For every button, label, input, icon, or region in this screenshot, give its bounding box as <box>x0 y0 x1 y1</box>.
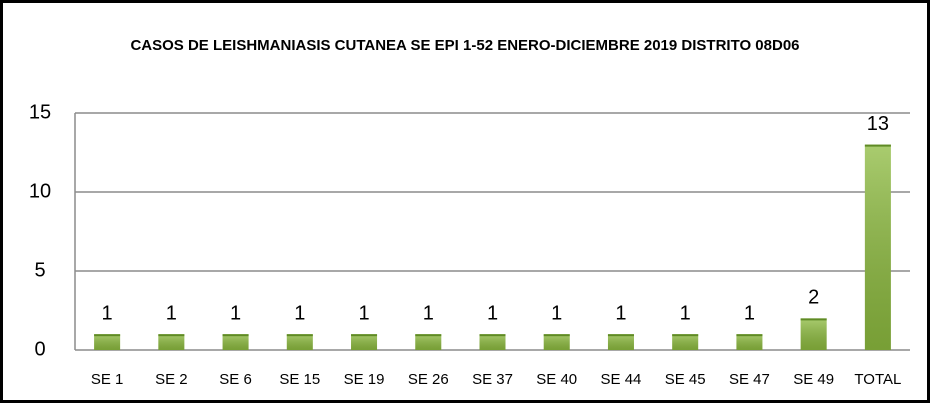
bar-shade <box>286 334 313 350</box>
bar-shade <box>672 334 699 350</box>
x-tick-label: SE 19 <box>344 371 385 388</box>
bar-top <box>543 334 570 337</box>
x-tick-label: SE 6 <box>219 371 252 388</box>
data-label: 1 <box>744 302 755 324</box>
x-tick-label: SE 1 <box>91 371 124 388</box>
bar-shade <box>800 318 827 350</box>
bar-shade <box>479 334 506 350</box>
bar-top <box>415 334 442 337</box>
bar-shade <box>351 334 378 350</box>
x-tick-label: SE 2 <box>155 371 188 388</box>
bar-shade <box>607 334 634 350</box>
chart-title: CASOS DE LEISHMANIASIS CUTANEA SE EPI 1-… <box>130 37 800 54</box>
x-tick-label: SE 47 <box>729 371 770 388</box>
y-tick-label: 10 <box>29 180 51 202</box>
data-label: 1 <box>487 302 498 324</box>
data-label: 1 <box>166 302 177 324</box>
x-tick-label: TOTAL <box>854 371 901 388</box>
bar-top <box>286 334 313 337</box>
bar-top <box>607 334 634 337</box>
y-tick-label: 0 <box>34 338 45 360</box>
bar-shade <box>736 334 763 350</box>
data-label: 1 <box>680 302 691 324</box>
bar-top <box>222 334 249 337</box>
bar-shade <box>222 334 249 350</box>
data-label: 1 <box>551 302 562 324</box>
data-label: 1 <box>615 302 626 324</box>
bar-top <box>351 334 378 337</box>
data-label: 1 <box>358 302 369 324</box>
bar-shade <box>94 334 121 350</box>
bar-shade <box>158 334 185 350</box>
bar-top <box>672 334 699 337</box>
x-tick-label: SE 44 <box>601 371 642 388</box>
data-label: 1 <box>230 302 241 324</box>
bar-shade <box>864 144 891 350</box>
x-tick-label: SE 15 <box>279 371 320 388</box>
y-tick-label: 5 <box>34 259 45 281</box>
bar-top <box>800 318 827 321</box>
data-label: 1 <box>102 302 113 324</box>
x-tick-label: SE 49 <box>793 371 834 388</box>
data-label: 1 <box>294 302 305 324</box>
bar-top <box>158 334 185 337</box>
data-label: 2 <box>808 287 819 309</box>
bar-top <box>479 334 506 337</box>
bar-top <box>94 334 121 337</box>
bar-top <box>864 144 891 147</box>
x-tick-label: SE 26 <box>408 371 449 388</box>
bar-shade <box>543 334 570 350</box>
x-tick-label: SE 45 <box>665 371 706 388</box>
data-label: 13 <box>867 113 889 135</box>
bar-shade <box>415 334 442 350</box>
y-tick-label: 15 <box>29 101 51 123</box>
x-tick-label: SE 37 <box>472 371 513 388</box>
bar-top <box>736 334 763 337</box>
x-tick-label: SE 40 <box>536 371 577 388</box>
data-label: 1 <box>423 302 434 324</box>
